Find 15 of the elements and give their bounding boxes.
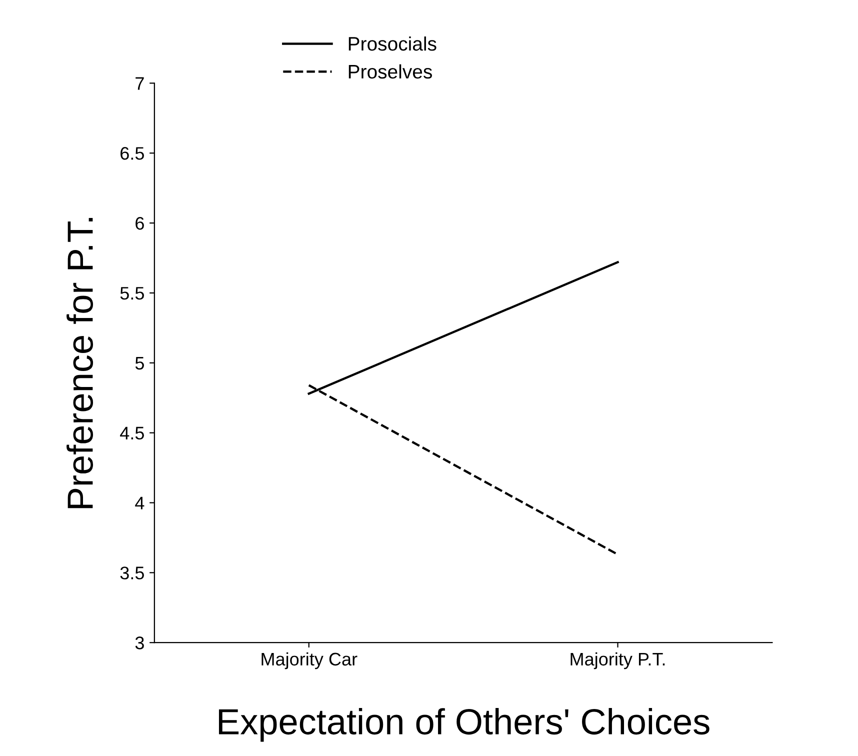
x-axis-title: Expectation of Others' Choices [218,708,710,742]
x-tick-label: Majority Car [262,652,358,670]
y-tick-label: 3.5 [120,566,144,580]
y-tick-label: 5 [135,357,144,370]
legend-label: Prosocials [348,36,436,51]
y-tick-label: 7 [136,77,144,90]
legend-label: Proselves [348,64,432,79]
x-tick-label: Majority P.T. [570,652,665,670]
y-tick-label: 6.5 [120,147,144,160]
y-tick-label: 4.5 [120,426,144,440]
y-tick-label: 3 [135,636,144,650]
y-axis-title: Preference for P.T. [66,218,94,508]
y-tick-label: 6 [136,216,144,230]
y-tick-label: 5.5 [120,287,144,300]
y-tick-label: 4 [135,496,144,510]
